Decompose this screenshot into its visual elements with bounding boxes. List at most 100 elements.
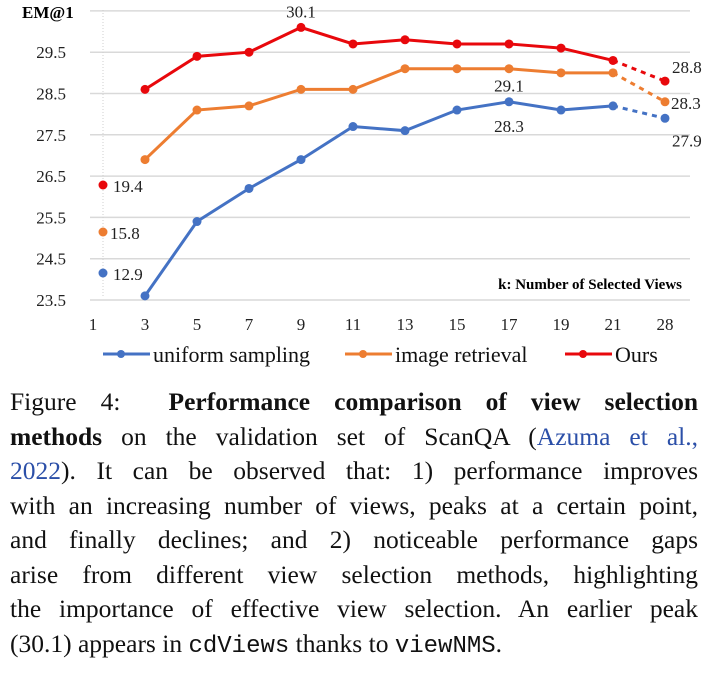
x-tick-label: 15 bbox=[449, 315, 466, 334]
legend-label-retrieval: image retrieval bbox=[395, 342, 528, 367]
data-point-retrieval bbox=[452, 64, 462, 74]
citation-year-link[interactable]: 2022 bbox=[10, 456, 61, 485]
data-point-uniform bbox=[556, 105, 566, 115]
x-tick-label: 17 bbox=[501, 315, 519, 334]
data-label: 30.1 bbox=[286, 2, 316, 21]
data-point-uniform bbox=[244, 183, 254, 193]
x-tick-label: 5 bbox=[193, 315, 202, 334]
series-line-retrieval bbox=[143, 67, 613, 161]
legend-label-uniform: uniform sampling bbox=[153, 342, 310, 367]
data-point-uniform bbox=[504, 97, 514, 107]
data-point-ours bbox=[556, 43, 566, 53]
caption-line-7: the importance of effective view selecti… bbox=[10, 594, 698, 623]
data-point-ours bbox=[192, 51, 202, 61]
data-point-retrieval bbox=[400, 64, 410, 74]
data-point-ours bbox=[608, 55, 618, 65]
data-point-uniform bbox=[660, 113, 670, 123]
data-label: 19.4 bbox=[113, 177, 143, 196]
series-dashed-segment-uniform bbox=[612, 104, 666, 120]
caption-line-1: Figure 4: Performance comparison of view… bbox=[10, 385, 698, 420]
series-line-uniform bbox=[143, 100, 614, 297]
data-label: 28.3 bbox=[671, 94, 701, 113]
code-viewnms: viewNMS bbox=[394, 632, 496, 660]
caption-text: ). It can be observed that: 1) performan… bbox=[61, 456, 698, 485]
x-tick-label: 7 bbox=[245, 315, 254, 334]
data-point-retrieval bbox=[296, 84, 306, 94]
y-tick-label: 24.5 bbox=[36, 250, 66, 269]
data-label: 28.3 bbox=[494, 117, 524, 136]
x-tick-label: 28 bbox=[657, 315, 674, 334]
figure-label: Figure 4: bbox=[10, 387, 121, 416]
x-axis-label: k: Number of Selected Views bbox=[498, 277, 682, 293]
data-point-retrieval bbox=[504, 64, 514, 74]
x-tick-label: 3 bbox=[141, 315, 150, 334]
caption-line-6: arise from different view selection meth… bbox=[10, 559, 698, 589]
data-point-retrieval bbox=[348, 84, 358, 94]
caption-line-5: and finally declines; and 2) noticeable … bbox=[10, 525, 698, 554]
data-point-uniform bbox=[348, 122, 358, 132]
caption-title-cont: methods bbox=[10, 421, 103, 451]
y-tick-label: 28.5 bbox=[36, 85, 66, 104]
figure-caption: Figure 4: Performance comparison of view… bbox=[10, 385, 698, 664]
data-point-uniform bbox=[608, 101, 618, 111]
data-point-ours bbox=[140, 84, 150, 94]
x-tick-label: 13 bbox=[397, 315, 414, 334]
data-point-uniform bbox=[192, 217, 202, 227]
caption-line-3: 2022). It can be observed that: 1) perfo… bbox=[10, 454, 698, 489]
data-label: 27.9 bbox=[672, 131, 702, 150]
data-point-uniform bbox=[98, 268, 108, 278]
legend-marker-retrieval bbox=[359, 350, 367, 358]
series-dashed-segment-ours bbox=[612, 59, 666, 83]
data-point-retrieval bbox=[556, 68, 566, 78]
series-dashed-segment-retrieval bbox=[612, 71, 666, 104]
caption-line-2: methods on the validation set of ScanQA … bbox=[10, 420, 698, 455]
legend-label-ours: Ours bbox=[615, 342, 658, 367]
legend-marker-uniform bbox=[117, 350, 125, 358]
data-label: 28.8 bbox=[672, 58, 702, 77]
data-point-ours bbox=[504, 39, 514, 49]
line-chart: 23.524.525.526.527.528.529.51 3 5 7 9 11 13 15 1… bbox=[22, 2, 702, 367]
data-point-ours bbox=[348, 39, 358, 49]
data-point-uniform bbox=[296, 155, 306, 165]
data-point-ours bbox=[400, 35, 410, 45]
x-tick-label: 1 bbox=[89, 315, 98, 334]
data-point-uniform bbox=[140, 291, 150, 301]
y-tick-label: 29.5 bbox=[36, 43, 66, 62]
data-point-retrieval bbox=[244, 101, 254, 111]
data-point-uniform bbox=[452, 105, 462, 115]
data-point-retrieval bbox=[660, 97, 670, 107]
data-point-retrieval bbox=[192, 105, 202, 115]
data-point-ours bbox=[452, 39, 462, 49]
data-point-retrieval bbox=[98, 227, 108, 237]
data-label: 29.1 bbox=[494, 77, 524, 96]
caption-text: . bbox=[495, 628, 503, 658]
x-tick-label: 9 bbox=[297, 315, 306, 334]
data-point-retrieval bbox=[140, 155, 150, 165]
y-tick-label: 25.5 bbox=[36, 208, 66, 227]
caption-line-8: (30.1) appears in cdViews thanks to view… bbox=[10, 627, 698, 665]
y-tick-label: 26.5 bbox=[36, 167, 66, 186]
y-tick-label: 27.5 bbox=[36, 126, 66, 145]
caption-line-4: with an increasing number of views, peak… bbox=[10, 490, 698, 520]
y-axis-label: EM@1 bbox=[22, 3, 74, 22]
citation-link[interactable]: Azuma et al., bbox=[536, 421, 698, 451]
data-point-ours bbox=[98, 180, 108, 190]
x-tick-label: 21 bbox=[605, 315, 622, 334]
data-label: 15.8 bbox=[110, 224, 140, 243]
x-tick-label: 11 bbox=[345, 315, 361, 334]
data-point-ours bbox=[296, 22, 306, 32]
x-tick-label: 19 bbox=[553, 315, 570, 334]
y-tick-label: 23.5 bbox=[36, 291, 66, 310]
code-cdviews: cdViews bbox=[188, 632, 290, 660]
data-point-uniform bbox=[400, 126, 410, 136]
data-label: 12.9 bbox=[113, 265, 143, 284]
caption-text: thanks to bbox=[289, 628, 395, 658]
legend-marker-ours bbox=[579, 350, 587, 358]
caption-title: Performance comparison of view selection bbox=[168, 387, 698, 416]
caption-text: (30.1) appears in bbox=[10, 628, 189, 658]
data-point-retrieval bbox=[608, 68, 618, 78]
caption-text: on the validation set of ScanQA ( bbox=[102, 421, 537, 451]
data-point-ours bbox=[244, 47, 254, 57]
data-point-ours bbox=[660, 76, 670, 86]
series-line-ours bbox=[144, 25, 614, 91]
